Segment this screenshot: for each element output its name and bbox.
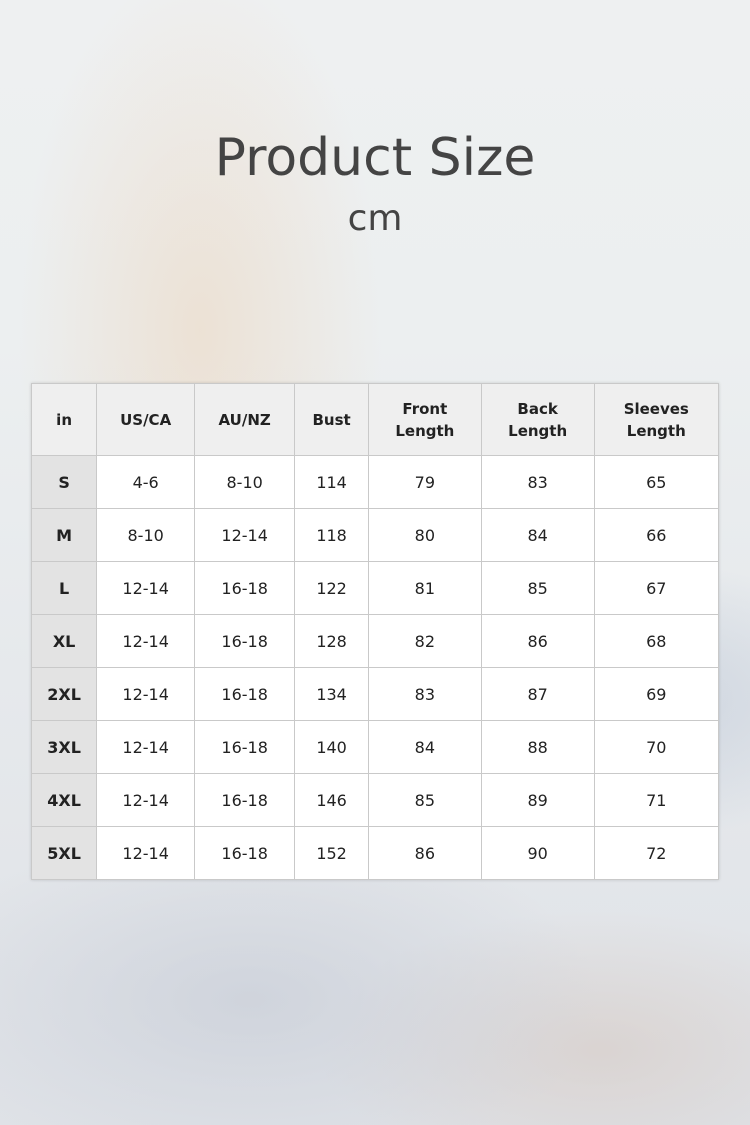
- table-cell: 69: [593, 667, 720, 721]
- table-cell: 71: [593, 773, 720, 827]
- table-cell: 68: [593, 614, 720, 668]
- size-label: S: [30, 455, 98, 509]
- table-cell: 146: [294, 773, 369, 827]
- table-cell: 12-14: [96, 614, 196, 668]
- column-header: AU/NZ: [194, 383, 296, 456]
- unit-label: cm: [347, 198, 403, 239]
- table-cell: 85: [367, 773, 482, 827]
- table-cell: 8-10: [194, 455, 296, 509]
- table-cell: 65: [593, 455, 720, 509]
- table-cell: 8-10: [96, 508, 196, 562]
- table-cell: 12-14: [96, 826, 196, 880]
- table-cell: 66: [593, 508, 720, 562]
- table-row: 2XL 12-14 16-18 134 83 87 69: [30, 667, 720, 721]
- size-label: M: [30, 508, 98, 562]
- table-cell: 152: [294, 826, 369, 880]
- size-table: in US/CA AU/NZ Bust Front Length Back Length S…: [30, 383, 720, 880]
- table-row: S 4-6 8-10 114 79 83 65: [30, 455, 720, 509]
- table-cell: 140: [294, 720, 369, 774]
- size-label: XL: [30, 614, 98, 668]
- table-cell: 72: [593, 826, 720, 880]
- column-header: Bust: [294, 383, 369, 456]
- table-cell: 86: [480, 614, 595, 668]
- table-cell: 84: [367, 720, 482, 774]
- table-cell: 89: [480, 773, 595, 827]
- table-cell: 87: [480, 667, 595, 721]
- size-label: 5XL: [30, 826, 98, 880]
- table-cell: 134: [294, 667, 369, 721]
- size-label: L: [30, 561, 98, 615]
- size-label: 2XL: [30, 667, 98, 721]
- table-row: XL 12-14 16-18 128 82 86 68: [30, 614, 720, 668]
- table-cell: 83: [480, 455, 595, 509]
- table-cell: 70: [593, 720, 720, 774]
- table-row: 4XL 12-14 16-18 146 85 89 71: [30, 773, 720, 827]
- table-cell: 12-14: [194, 508, 296, 562]
- table-row: 3XL 12-14 16-18 140 84 88 70: [30, 720, 720, 774]
- table-cell: 80: [367, 508, 482, 562]
- table-cell: 118: [294, 508, 369, 562]
- table-cell: 79: [367, 455, 482, 509]
- table-cell: 86: [367, 826, 482, 880]
- table-cell: 16-18: [194, 773, 296, 827]
- table-cell: 16-18: [194, 561, 296, 615]
- table-cell: 83: [367, 667, 482, 721]
- table-cell: 114: [294, 455, 369, 509]
- table-cell: 81: [367, 561, 482, 615]
- table-cell: 85: [480, 561, 595, 615]
- table-cell: 16-18: [194, 667, 296, 721]
- header-row: in US/CA AU/NZ Bust Front Length Back Length S…: [30, 383, 720, 456]
- size-label: 4XL: [30, 773, 98, 827]
- page-title: Product Size: [214, 128, 536, 188]
- table-cell: 128: [294, 614, 369, 668]
- table-cell: 4-6: [96, 455, 196, 509]
- table-cell: 82: [367, 614, 482, 668]
- table-row: L 12-14 16-18 122 81 85 67: [30, 561, 720, 615]
- column-header: Front Length: [367, 383, 482, 456]
- size-label: 3XL: [30, 720, 98, 774]
- column-header: US/CA: [96, 383, 196, 456]
- table-cell: 88: [480, 720, 595, 774]
- table-cell: 12-14: [96, 773, 196, 827]
- table-cell: 122: [294, 561, 369, 615]
- column-header: Sleeves Length: [593, 383, 720, 456]
- table-row: 5XL 12-14 16-18 152 86 90 72: [30, 826, 720, 880]
- column-header: Back Length: [480, 383, 595, 456]
- table-cell: 67: [593, 561, 720, 615]
- table-cell: 84: [480, 508, 595, 562]
- table-row: M 8-10 12-14 118 80 84 66: [30, 508, 720, 562]
- table-cell: 16-18: [194, 720, 296, 774]
- table-cell: 12-14: [96, 667, 196, 721]
- table-cell: 12-14: [96, 561, 196, 615]
- column-header: in: [30, 383, 98, 456]
- table-cell: 16-18: [194, 614, 296, 668]
- table-cell: 16-18: [194, 826, 296, 880]
- table-cell: 12-14: [96, 720, 196, 774]
- table-cell: 90: [480, 826, 595, 880]
